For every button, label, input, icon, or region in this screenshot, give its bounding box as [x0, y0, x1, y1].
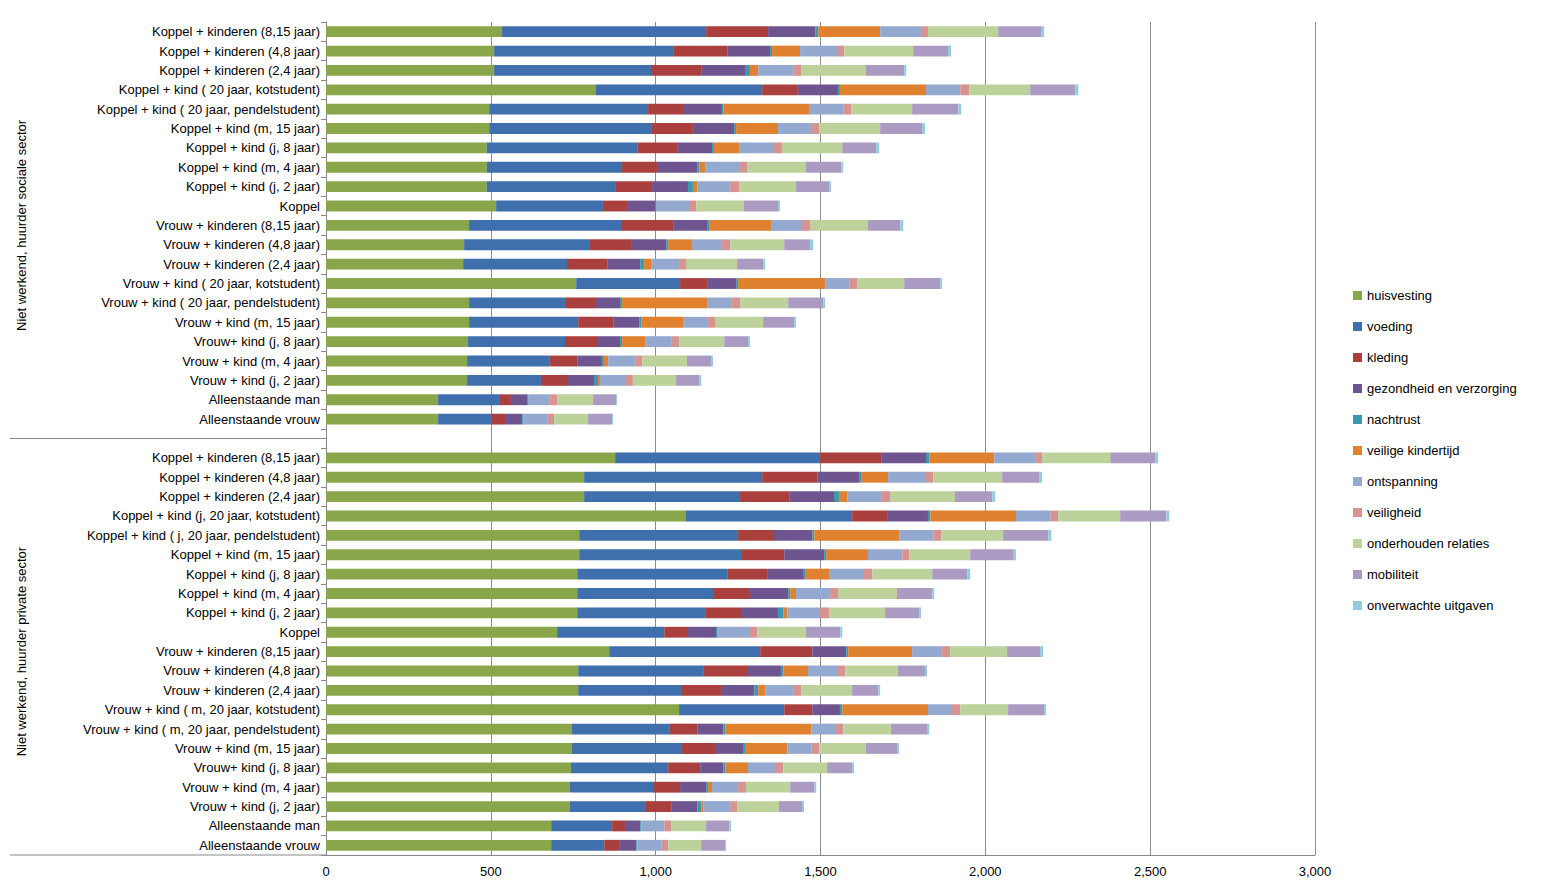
svg-text:Alleenstaande vrouw: Alleenstaande vrouw — [199, 412, 320, 427]
svg-text:gezondheid en verzorging: gezondheid en verzorging — [1367, 381, 1517, 396]
svg-text:Vrouw + kinderen (2,4 jaar): Vrouw + kinderen (2,4 jaar) — [163, 257, 320, 272]
svg-text:Koppel + kind (m, 15 jaar): Koppel + kind (m, 15 jaar) — [171, 121, 320, 136]
svg-text:Vrouw + kind (m, 15 jaar): Vrouw + kind (m, 15 jaar) — [175, 741, 320, 756]
svg-text:Koppel: Koppel — [280, 199, 321, 214]
svg-text:veilige kindertijd: veilige kindertijd — [1367, 443, 1460, 458]
svg-text:Koppel + kinderen (8,15 jaar): Koppel + kinderen (8,15 jaar) — [152, 24, 320, 39]
svg-text:Vrouw+ kind (j, 8 jaar): Vrouw+ kind (j, 8 jaar) — [194, 334, 320, 349]
svg-text:onverwachte uitgaven: onverwachte uitgaven — [1367, 598, 1493, 613]
svg-text:Koppel + kind ( 20 jaar, kotst: Koppel + kind ( 20 jaar, kotstudent) — [119, 82, 320, 97]
svg-text:Koppel + kind (m, 4 jaar): Koppel + kind (m, 4 jaar) — [178, 586, 320, 601]
svg-text:Vrouw + kinderen (4,8 jaar): Vrouw + kinderen (4,8 jaar) — [163, 237, 320, 252]
svg-text:Vrouw + kind (j, 2 jaar): Vrouw + kind (j, 2 jaar) — [190, 373, 320, 388]
svg-text:ontspanning: ontspanning — [1367, 474, 1438, 489]
svg-text:Alleenstaande vrouw: Alleenstaande vrouw — [199, 838, 320, 853]
svg-text:Koppel + kinderen (8,15 jaar): Koppel + kinderen (8,15 jaar) — [152, 450, 320, 465]
svg-text:Koppel + kind ( j, 20 jaar, pe: Koppel + kind ( j, 20 jaar, pendelstuden… — [87, 528, 320, 543]
svg-text:veiligheid: veiligheid — [1367, 505, 1421, 520]
svg-text:voeding: voeding — [1367, 319, 1413, 334]
svg-text:Koppel + kind (m, 15 jaar): Koppel + kind (m, 15 jaar) — [171, 547, 320, 562]
svg-text:Vrouw + kind ( 20 jaar, kotstu: Vrouw + kind ( 20 jaar, kotstudent) — [123, 276, 320, 291]
svg-text:Vrouw+ kind (j, 8 jaar): Vrouw+ kind (j, 8 jaar) — [194, 760, 320, 775]
svg-text:Vrouw + kinderen (8,15 jaar): Vrouw + kinderen (8,15 jaar) — [156, 218, 320, 233]
svg-text:Vrouw + kind ( m, 20 jaar, kot: Vrouw + kind ( m, 20 jaar, kotstudent) — [105, 702, 320, 717]
svg-text:Vrouw + kind (m, 4 jaar): Vrouw + kind (m, 4 jaar) — [182, 354, 320, 369]
svg-text:3,000: 3,000 — [1299, 864, 1332, 879]
svg-text:Niet werkend, huurder sociale: Niet werkend, huurder sociale sector — [14, 119, 29, 331]
svg-text:Koppel + kinderen (2,4 jaar): Koppel + kinderen (2,4 jaar) — [159, 63, 320, 78]
svg-text:Alleenstaande man: Alleenstaande man — [209, 392, 320, 407]
svg-text:Vrouw + kinderen (2,4 jaar): Vrouw + kinderen (2,4 jaar) — [163, 683, 320, 698]
svg-text:Koppel + kinderen (2,4 jaar): Koppel + kinderen (2,4 jaar) — [159, 489, 320, 504]
svg-text:Koppel + kind (j, 20 jaar, kot: Koppel + kind (j, 20 jaar, kotstudent) — [112, 508, 320, 523]
svg-text:Vrouw + kinderen (4,8 jaar): Vrouw + kinderen (4,8 jaar) — [163, 663, 320, 678]
svg-text:Koppel + kind (j, 2 jaar): Koppel + kind (j, 2 jaar) — [186, 179, 320, 194]
svg-text:Koppel + kind (j, 8 jaar): Koppel + kind (j, 8 jaar) — [186, 567, 320, 582]
svg-text:2,500: 2,500 — [1134, 864, 1167, 879]
svg-text:Koppel + kinderen (4,8 jaar): Koppel + kinderen (4,8 jaar) — [159, 470, 320, 485]
svg-text:Koppel + kind (m, 4 jaar): Koppel + kind (m, 4 jaar) — [178, 160, 320, 175]
svg-text:Vrouw + kind (m, 4 jaar): Vrouw + kind (m, 4 jaar) — [182, 780, 320, 795]
svg-text:Koppel: Koppel — [280, 625, 321, 640]
svg-text:Vrouw + kind (m, 15 jaar): Vrouw + kind (m, 15 jaar) — [175, 315, 320, 330]
svg-text:mobiliteit: mobiliteit — [1367, 567, 1419, 582]
svg-text:1,500: 1,500 — [804, 864, 837, 879]
svg-text:Niet werkend, huurder private: Niet werkend, huurder private sector — [14, 546, 29, 756]
svg-text:Koppel + kind (j, 8 jaar): Koppel + kind (j, 8 jaar) — [186, 140, 320, 155]
svg-text:Alleenstaande man: Alleenstaande man — [209, 818, 320, 833]
svg-text:Vrouw + kind ( 20 jaar, pendel: Vrouw + kind ( 20 jaar, pendelstudent) — [101, 295, 320, 310]
svg-text:Koppel + kind ( 20 jaar, pende: Koppel + kind ( 20 jaar, pendelstudent) — [97, 102, 320, 117]
svg-text:Vrouw + kind ( m, 20 jaar, pen: Vrouw + kind ( m, 20 jaar, pendelstudent… — [83, 722, 320, 737]
svg-text:1,000: 1,000 — [639, 864, 672, 879]
svg-text:Koppel + kind (j, 2 jaar): Koppel + kind (j, 2 jaar) — [186, 605, 320, 620]
svg-text:500: 500 — [480, 864, 502, 879]
svg-text:huisvesting: huisvesting — [1367, 288, 1432, 303]
svg-text:nachtrust: nachtrust — [1367, 412, 1421, 427]
svg-text:onderhouden relaties: onderhouden relaties — [1367, 536, 1490, 551]
svg-text:Vrouw + kind (j, 2 jaar): Vrouw + kind (j, 2 jaar) — [190, 799, 320, 814]
svg-text:kleding: kleding — [1367, 350, 1408, 365]
svg-text:2,000: 2,000 — [969, 864, 1002, 879]
svg-text:Vrouw + kinderen (8,15 jaar): Vrouw + kinderen (8,15 jaar) — [156, 644, 320, 659]
svg-text:Koppel + kinderen (4,8 jaar): Koppel + kinderen (4,8 jaar) — [159, 44, 320, 59]
svg-text:0: 0 — [322, 864, 329, 879]
